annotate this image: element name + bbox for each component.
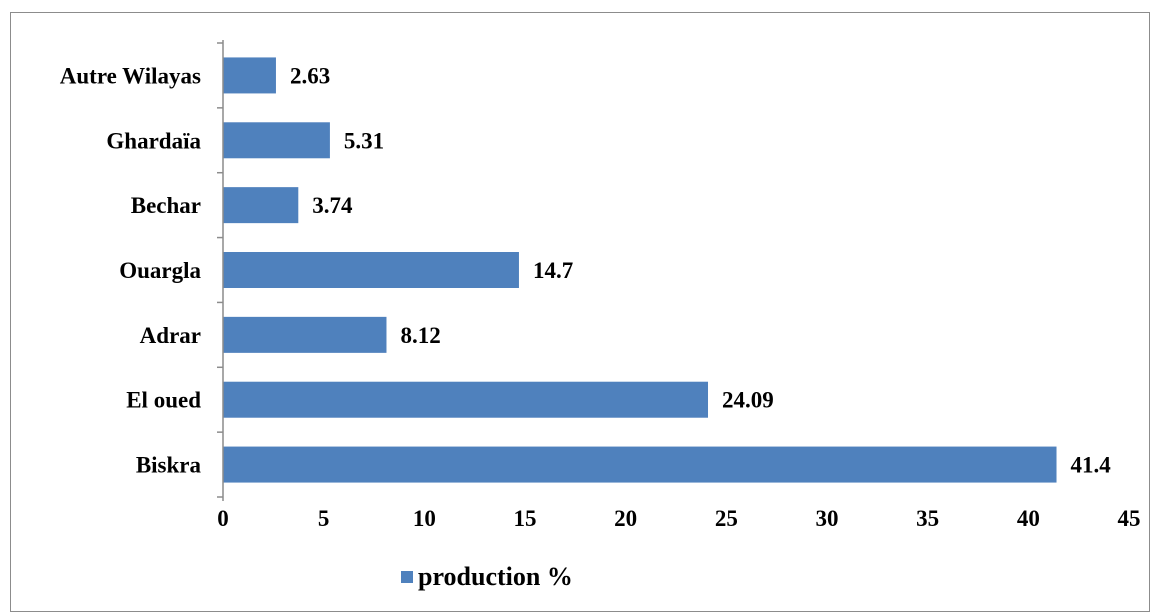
bar-biskra	[223, 446, 1057, 483]
x-tick-label: 10	[413, 506, 436, 531]
x-tick-label: 5	[318, 506, 330, 531]
category-label: Ghardaïa	[106, 128, 201, 153]
legend: production %	[401, 562, 573, 591]
bar-el-oued	[223, 381, 709, 418]
category-label: Biskra	[136, 453, 202, 478]
x-tick-label: 0	[217, 506, 229, 531]
data-label: 3.74	[312, 193, 353, 218]
category-label: Ouargla	[119, 258, 201, 283]
legend-label: production %	[418, 562, 573, 591]
data-label: 24.09	[722, 388, 774, 413]
x-tick-label: 45	[1118, 506, 1141, 531]
bar-bechar	[223, 187, 299, 224]
category-label: Adrar	[140, 323, 201, 348]
x-tick-label: 25	[715, 506, 738, 531]
bar-gharda-a	[223, 122, 330, 159]
legend-swatch	[401, 571, 413, 583]
bar-adrar	[223, 316, 387, 353]
data-label: 5.31	[344, 128, 384, 153]
x-tick-label: 20	[614, 506, 637, 531]
x-tick-label: 30	[816, 506, 839, 531]
chart-frame	[10, 12, 1150, 612]
bar-autre-wilayas	[223, 57, 276, 94]
category-label: Bechar	[131, 193, 201, 218]
category-label: Autre Wilayas	[60, 63, 201, 88]
category-label: El oued	[126, 388, 201, 413]
x-tick-label: 15	[514, 506, 537, 531]
data-label: 2.63	[290, 63, 330, 88]
axis-layer	[217, 40, 224, 501]
data-label: 14.7	[533, 258, 573, 283]
bar-ouargla	[223, 252, 519, 288]
data-label: 41.4	[1071, 453, 1112, 478]
x-tick-label: 35	[916, 506, 939, 531]
data-label: 8.12	[400, 323, 440, 348]
x-tick-label: 40	[1017, 506, 1040, 531]
bars-layer	[223, 57, 1057, 483]
labels-layer: Autre Wilayas 2.63 Ghardaïa 5.31 Bechar 3.74 O…	[60, 63, 1141, 531]
